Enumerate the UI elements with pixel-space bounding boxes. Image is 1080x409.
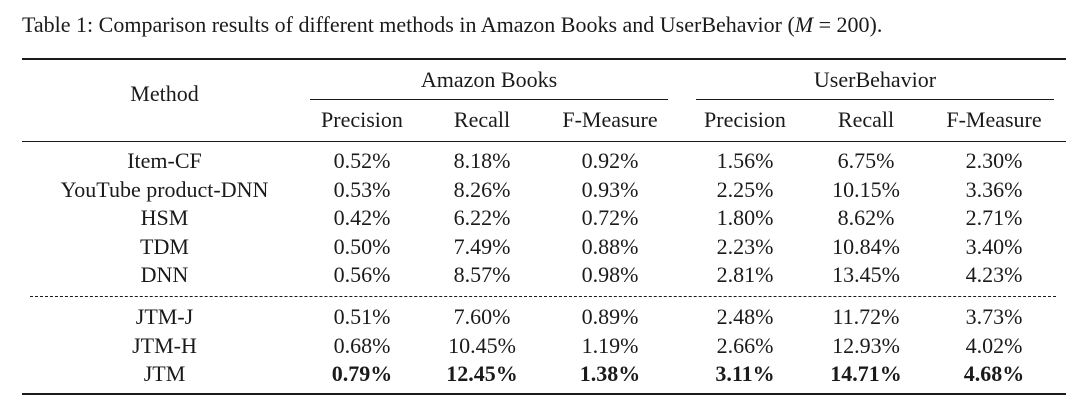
userbehavior-fmeasure-header: F-Measure <box>946 107 1042 132</box>
amazon-recall-header: Recall <box>453 107 511 132</box>
bottom-rule <box>22 393 1066 395</box>
method-cell: JTM-H <box>132 333 197 358</box>
userbehavior-precision-cell: 2.23% <box>716 234 774 259</box>
userbehavior-fmeasure-cell: 2.30% <box>965 148 1023 173</box>
amazon-precision-cell: 0.50% <box>333 234 391 259</box>
userbehavior-precision-header: Precision <box>704 107 786 132</box>
dashed-separator <box>30 296 1056 297</box>
userbehavior-fmeasure-cell: 4.02% <box>965 333 1023 358</box>
amazon-fmeasure-cell: 1.19% <box>581 333 639 358</box>
caption-prefix: Table 1: Comparison results of different… <box>22 12 795 37</box>
amazon-precision-cell: 0.79% <box>331 361 393 386</box>
amazon-precision-cell: 0.56% <box>333 262 391 287</box>
method-cell: Item-CF <box>127 148 202 173</box>
amazon-recall-cell: 7.60% <box>453 304 511 329</box>
userbehavior-recall-cell: 13.45% <box>832 262 900 287</box>
userbehavior-group-rule <box>696 99 1054 100</box>
userbehavior-recall-header: Recall <box>837 107 895 132</box>
userbehavior-precision-cell: 1.56% <box>716 148 774 173</box>
amazon-recall-cell: 6.22% <box>453 205 511 230</box>
amazon-recall-cell: 12.45% <box>446 361 518 386</box>
method-cell: DNN <box>140 262 189 287</box>
amazon-recall-cell: 10.45% <box>448 333 516 358</box>
header-bottom-rule <box>22 141 1066 142</box>
amazon-precision-cell: 0.52% <box>333 148 391 173</box>
userbehavior-recall-cell: 11.72% <box>832 304 900 329</box>
amazon-recall-cell: 7.49% <box>453 234 511 259</box>
amazon-recall-cell: 8.57% <box>453 262 511 287</box>
amazon-fmeasure-cell: 0.92% <box>581 148 639 173</box>
amazon-fmeasure-cell: 0.98% <box>581 262 639 287</box>
userbehavior-header: UserBehavior <box>813 67 937 92</box>
amazon-fmeasure-header: F-Measure <box>562 107 658 132</box>
caption-math-variable: M <box>794 12 814 37</box>
method-cell: JTM-J <box>135 304 194 329</box>
userbehavior-recall-cell: 14.71% <box>830 361 902 386</box>
caption-math-value: = 200 <box>813 12 870 37</box>
userbehavior-fmeasure-cell: 3.36% <box>965 177 1023 202</box>
amazon-books-header: Amazon Books <box>420 67 558 92</box>
amazon-fmeasure-cell: 0.88% <box>581 234 639 259</box>
userbehavior-recall-cell: 6.75% <box>837 148 895 173</box>
amazon-fmeasure-cell: 0.89% <box>581 304 639 329</box>
table-caption: Table 1: Comparison results of different… <box>22 12 882 38</box>
amazon-precision-cell: 0.42% <box>333 205 391 230</box>
userbehavior-fmeasure-cell: 3.73% <box>965 304 1023 329</box>
userbehavior-precision-cell: 2.66% <box>716 333 774 358</box>
amazon-fmeasure-cell: 1.38% <box>579 361 641 386</box>
top-rule <box>22 58 1066 60</box>
amazon-precision-header: Precision <box>321 107 403 132</box>
method-header: Method <box>130 81 199 106</box>
method-cell: YouTube product-DNN <box>60 177 269 202</box>
amazon-precision-cell: 0.68% <box>333 333 391 358</box>
amazon-precision-cell: 0.51% <box>333 304 391 329</box>
userbehavior-fmeasure-cell: 3.40% <box>965 234 1023 259</box>
userbehavior-precision-cell: 2.81% <box>716 262 774 287</box>
amazon-books-group-rule <box>310 99 668 100</box>
userbehavior-fmeasure-cell: 4.23% <box>965 262 1023 287</box>
amazon-precision-cell: 0.53% <box>333 177 391 202</box>
amazon-fmeasure-cell: 0.93% <box>581 177 639 202</box>
userbehavior-precision-cell: 2.48% <box>716 304 774 329</box>
userbehavior-recall-cell: 8.62% <box>837 205 895 230</box>
userbehavior-precision-cell: 2.25% <box>716 177 774 202</box>
userbehavior-precision-cell: 1.80% <box>716 205 774 230</box>
userbehavior-recall-cell: 10.84% <box>832 234 900 259</box>
userbehavior-precision-cell: 3.11% <box>715 361 775 386</box>
userbehavior-fmeasure-cell: 4.68% <box>963 361 1025 386</box>
caption-suffix: ). <box>869 12 883 37</box>
userbehavior-recall-cell: 10.15% <box>832 177 900 202</box>
amazon-recall-cell: 8.26% <box>453 177 511 202</box>
userbehavior-recall-cell: 12.93% <box>832 333 900 358</box>
method-cell: JTM <box>143 361 186 386</box>
method-cell: HSM <box>140 205 189 230</box>
userbehavior-fmeasure-cell: 2.71% <box>965 205 1023 230</box>
method-cell: TDM <box>140 234 189 259</box>
amazon-fmeasure-cell: 0.72% <box>581 205 639 230</box>
amazon-recall-cell: 8.18% <box>453 148 511 173</box>
